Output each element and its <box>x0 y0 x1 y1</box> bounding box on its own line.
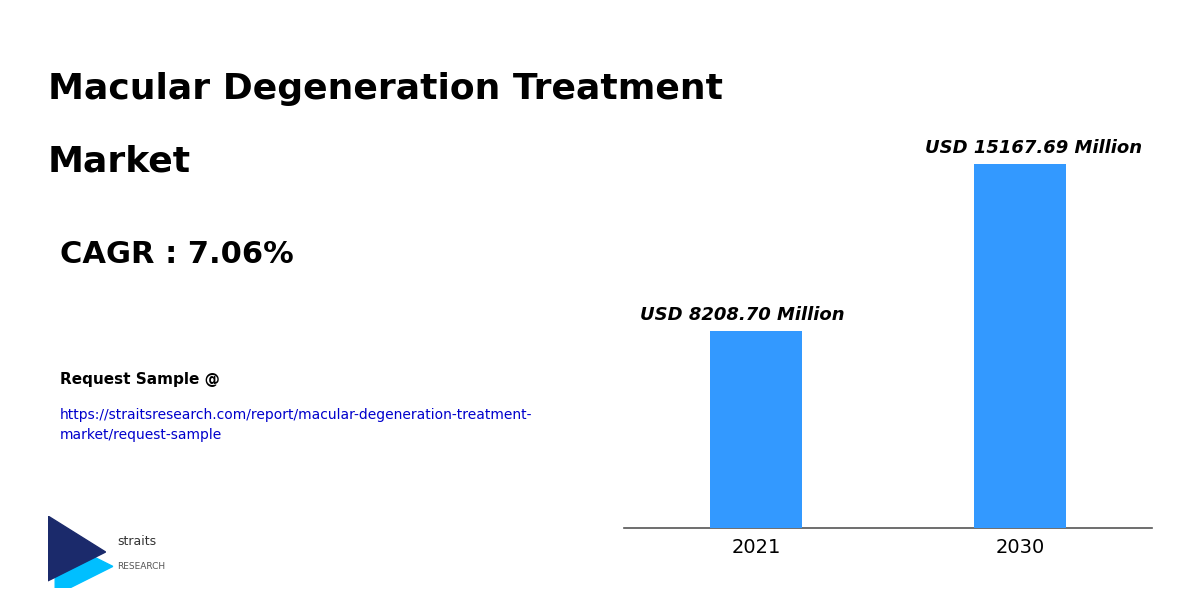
Text: USD 8208.70 Million: USD 8208.70 Million <box>641 306 845 324</box>
Text: straits: straits <box>118 535 156 548</box>
Text: Request Sample @: Request Sample @ <box>60 372 220 387</box>
Text: https://straitsresearch.com/report/macular-degeneration-treatment-
market/reques: https://straitsresearch.com/report/macul… <box>60 408 533 442</box>
Text: CAGR : 7.06%: CAGR : 7.06% <box>60 240 294 269</box>
Text: RESEARCH: RESEARCH <box>118 562 166 571</box>
Polygon shape <box>48 516 106 581</box>
Bar <box>710 331 802 528</box>
Polygon shape <box>55 538 113 595</box>
Text: Macular Degeneration Treatment: Macular Degeneration Treatment <box>48 72 722 106</box>
Text: USD 15167.69 Million: USD 15167.69 Million <box>925 139 1141 157</box>
Bar <box>974 164 1066 528</box>
Text: Market: Market <box>48 144 191 178</box>
